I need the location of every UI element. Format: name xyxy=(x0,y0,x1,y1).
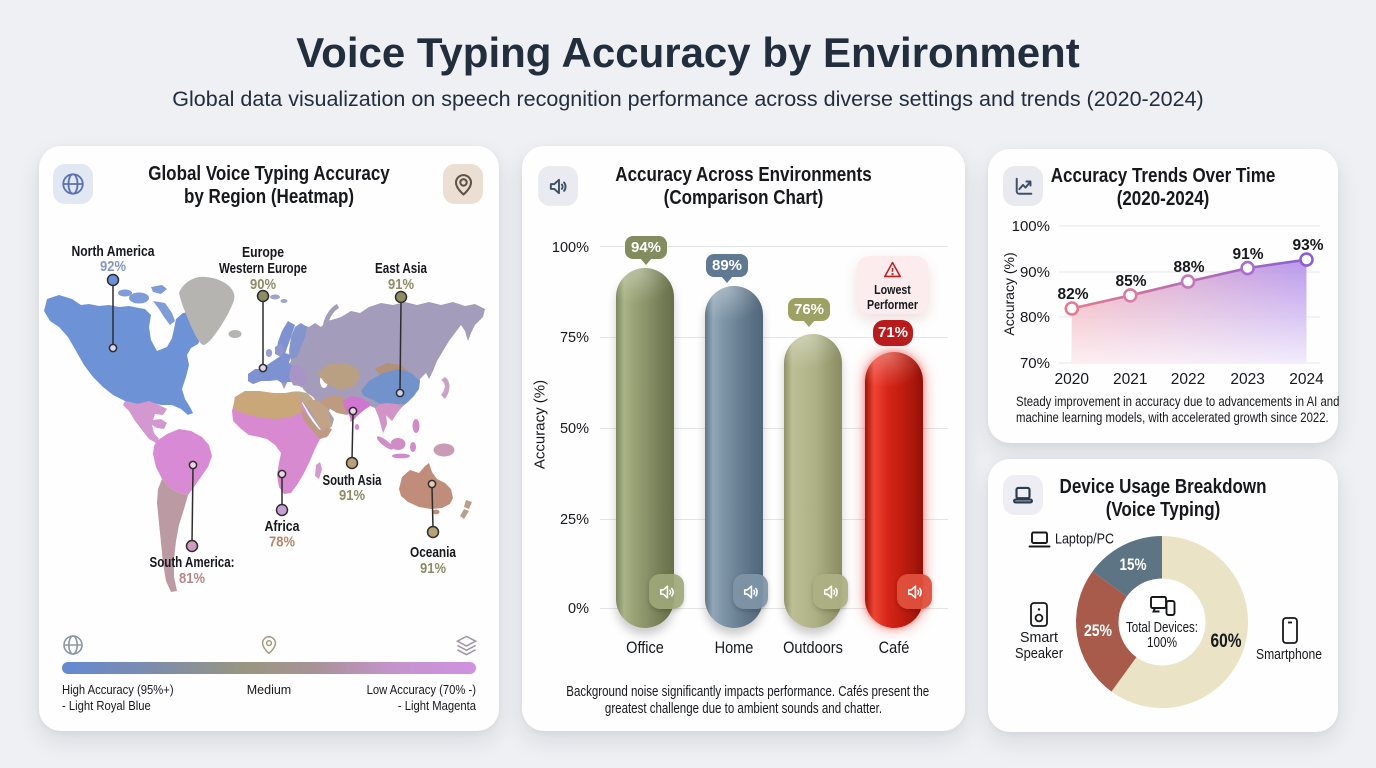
svg-text:2022: 2022 xyxy=(1171,371,1205,388)
svg-text:2021: 2021 xyxy=(1113,371,1147,388)
svg-text:25%: 25% xyxy=(1084,621,1112,640)
svg-text:Speaker: Speaker xyxy=(1015,646,1063,662)
svg-text:92%: 92% xyxy=(100,258,126,275)
svg-text:15%: 15% xyxy=(1120,555,1147,574)
svg-text:2024: 2024 xyxy=(1289,371,1324,388)
svg-text:78%: 78% xyxy=(269,534,295,551)
svg-text:81%: 81% xyxy=(179,570,205,587)
svg-text:80%: 80% xyxy=(1020,309,1050,326)
svg-text:90%: 90% xyxy=(1020,264,1050,281)
svg-text:East Asia: East Asia xyxy=(375,260,428,277)
svg-text:91%: 91% xyxy=(1232,246,1263,263)
svg-text:93%: 93% xyxy=(1292,237,1323,254)
svg-text:70%: 70% xyxy=(1020,355,1050,372)
svg-text:South Asia: South Asia xyxy=(323,472,382,489)
svg-text:Western Europe: Western Europe xyxy=(219,260,307,277)
svg-text:60%: 60% xyxy=(1211,631,1242,652)
svg-text:88%: 88% xyxy=(1173,259,1204,276)
svg-text:2023: 2023 xyxy=(1230,371,1264,388)
svg-text:North America: North America xyxy=(72,243,156,260)
svg-text:Smart: Smart xyxy=(1020,630,1058,646)
svg-text:90%: 90% xyxy=(250,276,276,293)
svg-text:Europe: Europe xyxy=(242,244,284,261)
svg-text:Smartphone: Smartphone xyxy=(1256,647,1322,663)
svg-text:91%: 91% xyxy=(388,276,414,293)
svg-text:85%: 85% xyxy=(1115,273,1146,290)
svg-text:91%: 91% xyxy=(339,487,365,504)
svg-text:100%: 100% xyxy=(1147,635,1177,651)
svg-text:Total Devices:: Total Devices: xyxy=(1126,620,1198,636)
svg-text:100%: 100% xyxy=(1012,218,1050,235)
svg-text:Oceania: Oceania xyxy=(410,544,457,561)
svg-text:Laptop/PC: Laptop/PC xyxy=(1055,532,1114,548)
svg-text:2020: 2020 xyxy=(1055,371,1090,388)
svg-text:82%: 82% xyxy=(1057,286,1088,303)
svg-text:Accuracy (%): Accuracy (%) xyxy=(1001,252,1017,335)
svg-text:South America:: South America: xyxy=(150,554,235,571)
svg-text:Africa: Africa xyxy=(265,518,301,535)
svg-text:91%: 91% xyxy=(420,560,446,577)
